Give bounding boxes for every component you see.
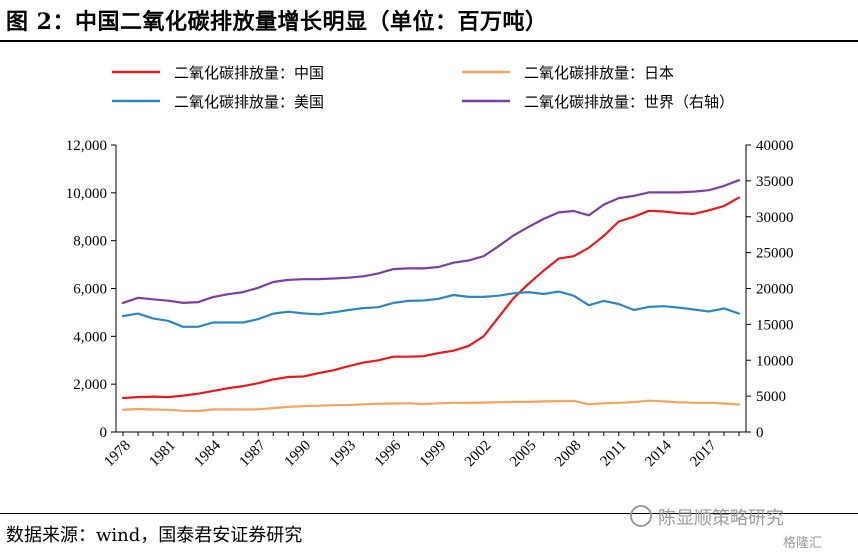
x-tick-label: 2011 [597,438,629,470]
x-tick-label: 1984 [191,437,224,470]
left-tick-label: 8,000 [73,234,107,250]
watermark-text: 陈显顺策略研究 [658,508,784,529]
series-line-3 [121,290,741,328]
legend-label-1: 二氧化碳排放量：中国 [174,64,324,82]
series-line-1 [121,196,741,400]
series-line-4 [121,179,741,304]
right-tick-label: 30000 [756,210,794,226]
left-tick-label: 12,000 [66,138,107,154]
chart-title: 图 2：中国二氧化碳排放量增长明显（单位：百万吨） [6,9,548,35]
watermark: 陈显顺策略研究 [630,504,784,530]
series-line-2 [121,399,741,413]
right-tick-label: 20000 [756,282,794,298]
series-lines [121,179,741,413]
x-tick-label: 1990 [282,438,315,471]
right-tick-label: 35000 [756,174,794,190]
left-tick-label: 0 [100,425,108,441]
legend-label-3: 二氧化碳排放量：美国 [174,93,324,111]
x-tick-label: 2005 [507,438,540,471]
x-tick-label: 1981 [146,438,179,471]
right-tick-label: 25000 [756,246,794,262]
legend-label-4: 二氧化碳排放量：世界（右轴） [524,93,734,111]
legend-label-2: 二氧化碳排放量：日本 [524,64,674,82]
x-tick-label: 1993 [327,438,360,471]
left-tick-label: 4,000 [73,329,107,345]
x-tick-label: 1996 [372,437,405,470]
left-tick-label: 6,000 [73,282,107,298]
source-note: 数据来源：wind，国泰君安证券研究 [6,525,303,546]
x-tick-label: 1978 [101,438,134,471]
left-tick-label: 10,000 [66,186,107,202]
axes: 0 2,000 4,000 6,000 8,000 10,000 12,000 0 5000 10… [66,138,794,470]
right-tick-label: 5000 [756,389,786,405]
x-tick-label: 1987 [237,437,270,470]
watermark-corner: 格隆汇 [783,536,823,551]
x-tick-label: 1999 [417,438,450,471]
x-tick-label: 2008 [552,438,585,471]
x-tick-label: 2017 [687,437,720,470]
right-tick-label: 15000 [756,317,794,333]
wechat-icon [630,505,652,527]
left-tick-label: 2,000 [73,377,107,393]
x-tick-label: 2014 [642,437,675,470]
right-tick-label: 10000 [756,353,794,369]
top-rule [0,40,858,42]
bottom-rule [0,513,858,514]
x-tick-label: 2002 [462,438,495,471]
right-tick-label: 0 [756,425,764,441]
right-tick-label: 40000 [756,138,794,154]
